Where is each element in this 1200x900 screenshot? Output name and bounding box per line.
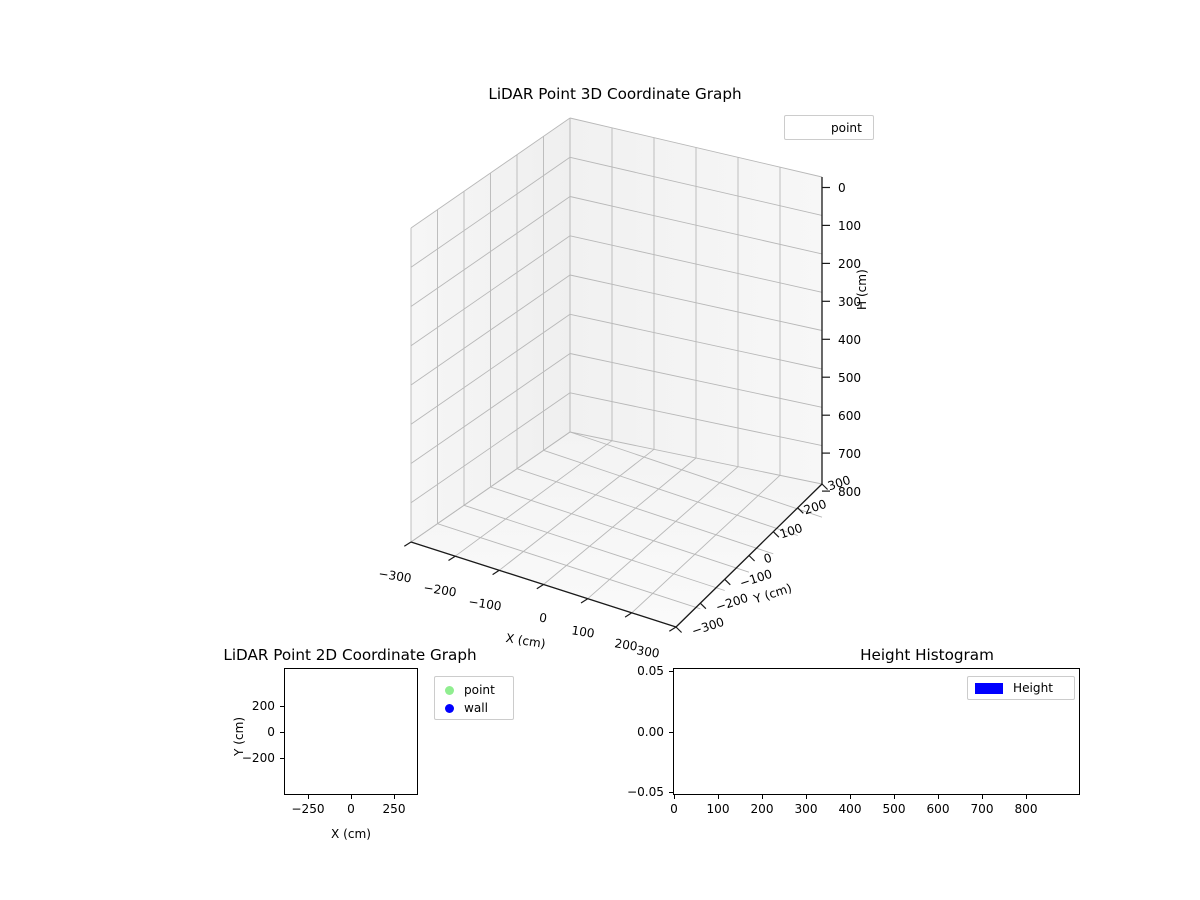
x-ticklabel: 500 [882, 802, 906, 816]
x-tickmark [894, 795, 895, 799]
z-ticklabel: 800 [838, 485, 862, 499]
x-ticklabel: 800 [1014, 802, 1038, 816]
legend-entry-point[interactable]: point [441, 681, 507, 699]
y-tickmark [669, 792, 673, 793]
legend-marker-point-icon [445, 685, 454, 695]
plot-area-2d[interactable] [284, 668, 418, 795]
y-tickmark [280, 757, 284, 759]
x-tickmark [762, 795, 763, 799]
z-ticklabel: 0 [838, 181, 846, 195]
y-ticklabel: 0 [267, 725, 275, 739]
y-ticklabel: 0.00 [637, 725, 664, 739]
x-ticklabel: 0 [670, 802, 678, 816]
legend-label-height: Height [1013, 681, 1053, 695]
x-ticklabel: 250 [382, 802, 406, 816]
chart-hist-title: Height Histogram [860, 646, 994, 664]
legend-label-wall: wall [464, 701, 489, 715]
x-ticklabel: 300 [794, 802, 818, 816]
axes-3d: LiDAR Point 3D Coordinate Graph [378, 85, 874, 661]
legend-marker-height-icon [975, 682, 1003, 694]
legend-histogram[interactable]: Height [967, 676, 1075, 700]
axes-3d-canvas [403, 117, 830, 633]
z-ticklabel: 400 [838, 333, 862, 347]
y-tickmark [669, 671, 673, 672]
z-ticklabel: 600 [838, 409, 862, 423]
pane-xy [411, 432, 822, 627]
x-tickmark [850, 795, 851, 799]
legend-label-point: point [464, 683, 495, 697]
legend-entry-wall[interactable]: wall [441, 699, 507, 717]
tick-marks-3d [403, 186, 830, 633]
x-tickmark [806, 795, 807, 799]
z-ticklabel: 700 [838, 447, 862, 461]
x-tickmark [674, 795, 675, 799]
y-ticklabel: −200 [241, 751, 275, 765]
yaxis-label-2d: Y (cm) [232, 716, 246, 756]
x-ticklabel: 100 [706, 802, 730, 816]
x-ticklabel: 700 [970, 802, 994, 816]
x-tickmark [1026, 795, 1027, 799]
x-ticklabel: 400 [838, 802, 862, 816]
x-tickmark [718, 795, 719, 799]
z-ticklabel: 500 [838, 371, 862, 385]
y-ticklabel: 200 [251, 699, 275, 713]
x-tickmark [308, 795, 309, 799]
axes-2d-scatter: LiDAR Point 2D Coordinate Graph 200 0 −2… [223, 646, 514, 841]
x-ticklabel: 0 [347, 802, 355, 816]
y-ticklabel: 0.05 [637, 664, 664, 678]
x-tickmark [982, 795, 983, 799]
chart-3d-title: LiDAR Point 3D Coordinate Graph [488, 85, 742, 103]
y-tickmark [280, 731, 284, 733]
z-ticklabel: 200 [838, 257, 862, 271]
x-tickmark [938, 795, 939, 799]
y-tickmark [280, 705, 284, 707]
legend-2d[interactable]: point wall [434, 676, 514, 720]
x-ticklabel: 200 [750, 802, 774, 816]
y-ticklabel: −0.05 [626, 785, 664, 799]
legend-3d[interactable]: point [784, 115, 874, 140]
legend-marker-wall-icon [445, 703, 454, 713]
x-ticklabel: 600 [926, 802, 950, 816]
x-ticklabel: −250 [291, 802, 325, 816]
xaxis-label-2d: X (cm) [331, 827, 371, 841]
axes-height-histogram: Height Histogram 0.05 0.00 −0.05 0 100 2… [600, 0, 1200, 900]
y-tickmark [669, 731, 673, 733]
chart-2d-title: LiDAR Point 2D Coordinate Graph [223, 646, 477, 664]
x-tickmark [351, 795, 352, 799]
x-tickmark [394, 795, 395, 799]
zaxis-ticklabels-3d: 0 100 200 300 400 500 600 700 800 [838, 181, 862, 499]
legend-label-point: point [831, 121, 862, 135]
z-ticklabel: 100 [838, 219, 862, 233]
z-ticklabel: 300 [838, 295, 862, 309]
